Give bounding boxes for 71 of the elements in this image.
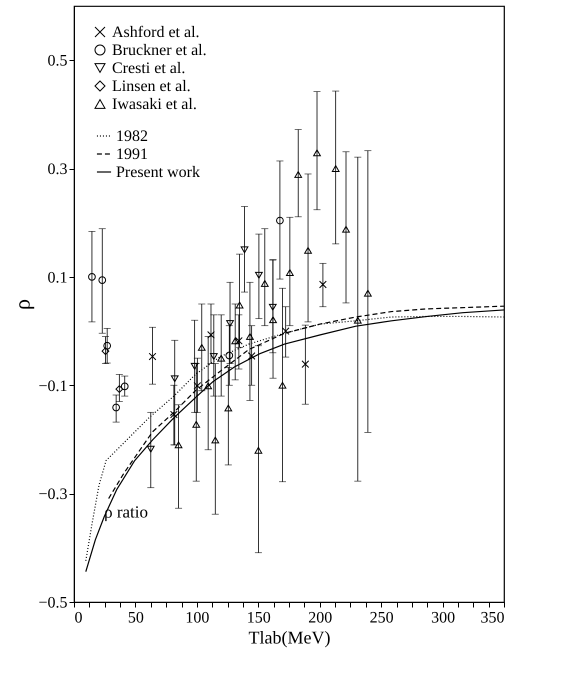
legend-label: Cresti et al. [112, 60, 186, 77]
x-tick-label: 100 [185, 610, 210, 626]
point [204, 382, 212, 390]
point [354, 316, 362, 324]
point [102, 347, 110, 355]
legend-label: 1991 [116, 146, 148, 163]
y-tick-label: −0.3 [38, 486, 68, 504]
point [313, 149, 321, 156]
point [364, 290, 372, 297]
point [254, 446, 262, 454]
x-tick-label: 150 [246, 610, 271, 626]
point [88, 273, 96, 281]
point [193, 382, 202, 390]
point [248, 352, 256, 360]
point [207, 331, 215, 339]
point [146, 446, 155, 453]
point [217, 354, 226, 362]
point [231, 337, 240, 344]
y-tick-label: −0.5 [38, 594, 68, 612]
point [240, 246, 248, 254]
point [246, 333, 254, 340]
point [211, 436, 220, 444]
point [170, 375, 179, 382]
y-tick-label: −0.1 [38, 378, 68, 395]
legend-label: Present work [116, 164, 200, 181]
point [276, 216, 284, 224]
point [112, 404, 120, 412]
x-axis-title: Tlab(MeV) [248, 628, 330, 648]
point [148, 352, 156, 360]
point [198, 344, 206, 351]
x-tick-label: 0 [74, 610, 82, 626]
point [269, 316, 277, 324]
legend-label: Iwasaki et al. [112, 96, 197, 113]
point [192, 420, 200, 428]
point [319, 280, 327, 288]
point [235, 336, 243, 345]
point [304, 246, 312, 254]
point [115, 385, 124, 393]
point [286, 269, 294, 276]
point [224, 404, 232, 412]
legend-label: Ashford et al. [112, 24, 200, 41]
point [225, 352, 234, 360]
point [301, 360, 310, 368]
point [260, 280, 269, 287]
legend-label: Linsen et al. [112, 78, 191, 95]
point [278, 382, 286, 389]
x-tick-label: 50 [128, 610, 144, 626]
point [98, 276, 106, 284]
x-tick-label: 300 [431, 610, 456, 626]
x-tick-label: 350 [480, 610, 504, 626]
y-tick-label: 0.3 [48, 161, 68, 178]
point [294, 171, 302, 178]
point [236, 302, 244, 308]
point [190, 362, 198, 370]
legend-label: Bruckner et al. [112, 42, 207, 59]
point [120, 382, 129, 390]
x-tick-label: 250 [370, 610, 394, 626]
point [226, 320, 234, 327]
y-tick-label: 0.5 [48, 52, 68, 70]
x-tick-label: 200 [308, 610, 332, 626]
point [342, 226, 350, 233]
point [332, 165, 340, 172]
y-axis-title: ρ [9, 298, 34, 310]
point [170, 410, 178, 418]
legend-label: 1982 [116, 128, 148, 145]
point [103, 342, 112, 350]
point [268, 304, 277, 311]
point [174, 441, 182, 448]
point [255, 272, 263, 279]
point [210, 353, 218, 360]
y-tick-label: 0.1 [48, 269, 68, 286]
